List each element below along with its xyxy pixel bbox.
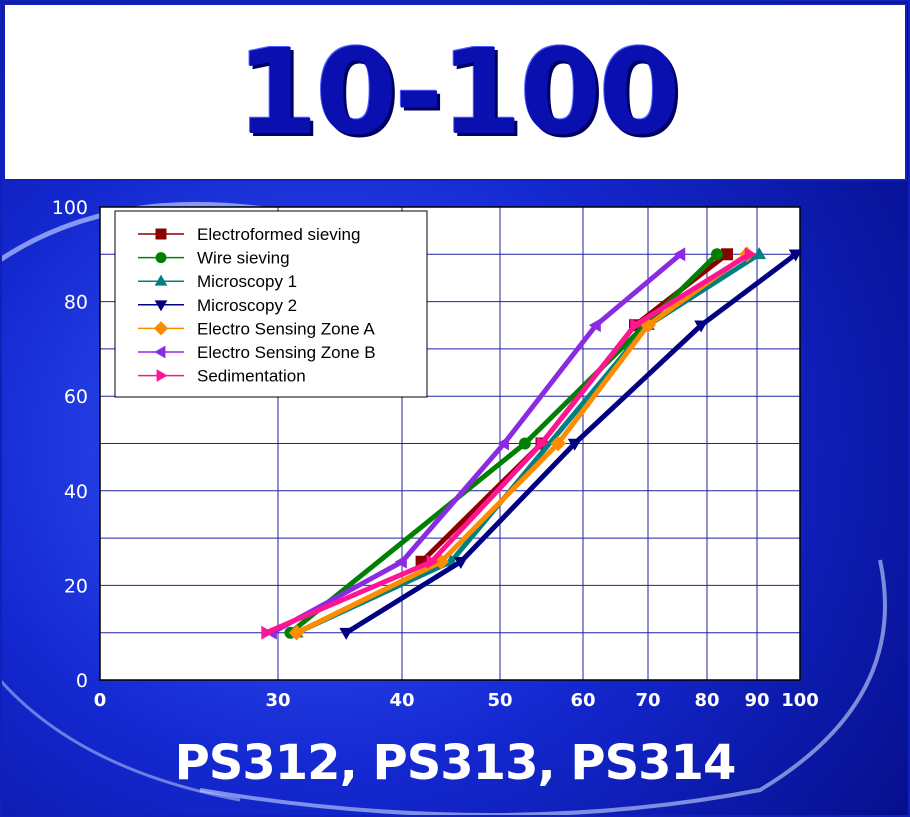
data-point-5 [288, 624, 305, 641]
data-point-6 [394, 554, 407, 569]
y-tick-label: 60 [64, 386, 88, 408]
legend-marker-7 [156, 369, 168, 382]
data-point-4 [694, 320, 708, 333]
legend-marker-3 [154, 274, 168, 286]
legend-label-4: Microscopy 2 [197, 296, 297, 315]
x-tick-label: 100 [781, 690, 819, 711]
x-tick-label: 90 [744, 690, 769, 711]
legend-label-2: Wire sieving [197, 249, 290, 268]
chart: 0 20 40 60 80 100 0 30 40 50 60 70 80 90 100 Electrofor… [52, 197, 819, 711]
y-tick-label: 80 [64, 292, 88, 314]
y-tick-label: 100 [52, 197, 88, 219]
data-point-6 [588, 318, 601, 333]
data-point-6 [496, 436, 509, 451]
title-panel: 10-100 micron [3, 3, 907, 331]
data-point-7 [261, 625, 274, 640]
x-tick-label: 30 [265, 690, 290, 711]
y-tick-label: 20 [64, 575, 88, 597]
x-tick-label: 40 [389, 690, 414, 711]
data-point-5 [640, 317, 656, 334]
legend-marker-2 [155, 252, 167, 264]
data-point-5 [433, 553, 449, 570]
data-point-2 [711, 248, 723, 261]
legend-marker-1 [155, 228, 167, 240]
legend-marker-4 [154, 300, 168, 312]
x-tick-label: 70 [635, 690, 660, 711]
legend-label-7: Sedimentation [197, 367, 306, 386]
data-point-7 [536, 436, 549, 451]
data-point-4 [453, 556, 468, 569]
legend-marker-5 [153, 321, 169, 336]
legend-marker-6 [154, 345, 166, 359]
data-point-3 [752, 247, 767, 260]
data-point-6 [673, 247, 686, 262]
data-point-4 [339, 627, 354, 640]
data-point-5 [550, 435, 566, 452]
x-tick-label: 50 [487, 690, 512, 711]
x-tick-label: 0 [94, 690, 107, 711]
plot-border [99, 206, 801, 681]
y-tick-label: 40 [64, 481, 88, 503]
x-tick-label: 60 [570, 690, 595, 711]
legend-label-6: Electro Sensing Zone B [197, 343, 376, 362]
x-tick-label: 80 [694, 690, 719, 711]
data-point-7 [426, 554, 439, 569]
chart-subtitle: PS312, PS313, PS314 [174, 735, 737, 791]
legend-label-3: Microscopy 1 [197, 272, 297, 291]
legend-box [114, 210, 428, 398]
data-point-4 [788, 249, 803, 262]
data-point-7 [630, 318, 643, 333]
y-tick-label: 0 [76, 670, 88, 692]
data-point-4 [567, 438, 582, 451]
data-point-1 [721, 248, 733, 261]
data-point-7 [744, 247, 757, 262]
legend-label-1: Electroformed sieving [197, 225, 360, 244]
data-point-2 [518, 437, 531, 450]
legend-label-5: Electro Sensing Zone A [197, 319, 375, 338]
